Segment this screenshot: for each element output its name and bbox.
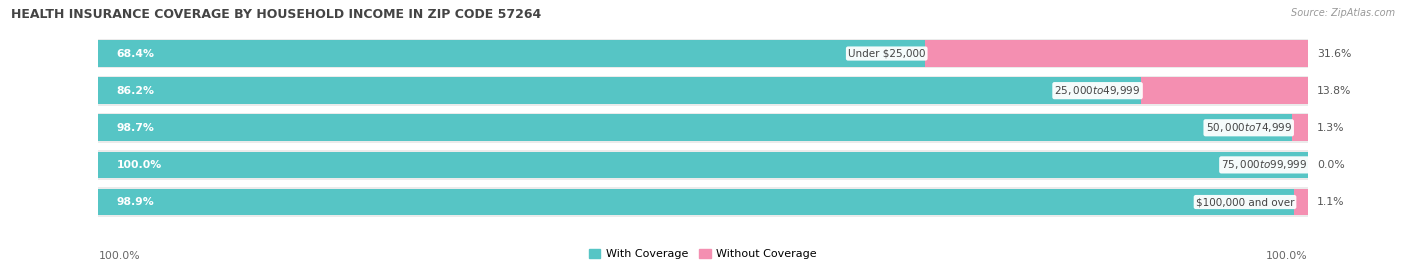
Text: HEALTH INSURANCE COVERAGE BY HOUSEHOLD INCOME IN ZIP CODE 57264: HEALTH INSURANCE COVERAGE BY HOUSEHOLD I… xyxy=(11,8,541,21)
Text: 100.0%: 100.0% xyxy=(98,251,141,261)
Text: 98.7%: 98.7% xyxy=(117,123,155,133)
Text: 1.1%: 1.1% xyxy=(1317,197,1344,207)
Text: Source: ZipAtlas.com: Source: ZipAtlas.com xyxy=(1291,8,1395,18)
Text: $25,000 to $49,999: $25,000 to $49,999 xyxy=(1054,84,1140,97)
Text: $75,000 to $99,999: $75,000 to $99,999 xyxy=(1222,158,1308,171)
Bar xyxy=(98,187,1308,217)
Bar xyxy=(1292,114,1308,141)
Text: 13.8%: 13.8% xyxy=(1317,86,1351,96)
Text: 100.0%: 100.0% xyxy=(117,160,162,170)
Bar xyxy=(98,151,1308,178)
Text: Under $25,000: Under $25,000 xyxy=(848,48,925,59)
Text: 100.0%: 100.0% xyxy=(1265,251,1308,261)
Bar xyxy=(98,114,1292,141)
Text: $50,000 to $74,999: $50,000 to $74,999 xyxy=(1205,121,1292,134)
Legend: With Coverage, Without Coverage: With Coverage, Without Coverage xyxy=(585,244,821,263)
Bar xyxy=(98,189,1295,215)
Bar xyxy=(1295,189,1308,215)
Bar xyxy=(98,76,1308,105)
Text: 1.3%: 1.3% xyxy=(1317,123,1344,133)
Bar xyxy=(1140,77,1308,104)
Bar xyxy=(98,113,1308,143)
Text: 31.6%: 31.6% xyxy=(1317,48,1351,59)
Bar xyxy=(98,150,1308,180)
Bar xyxy=(98,39,1308,68)
Text: 86.2%: 86.2% xyxy=(117,86,155,96)
Text: 98.9%: 98.9% xyxy=(117,197,155,207)
Text: $100,000 and over: $100,000 and over xyxy=(1195,197,1295,207)
Text: 68.4%: 68.4% xyxy=(117,48,155,59)
Bar xyxy=(98,77,1140,104)
Bar xyxy=(98,40,925,67)
Bar xyxy=(925,40,1308,67)
Text: 0.0%: 0.0% xyxy=(1317,160,1346,170)
